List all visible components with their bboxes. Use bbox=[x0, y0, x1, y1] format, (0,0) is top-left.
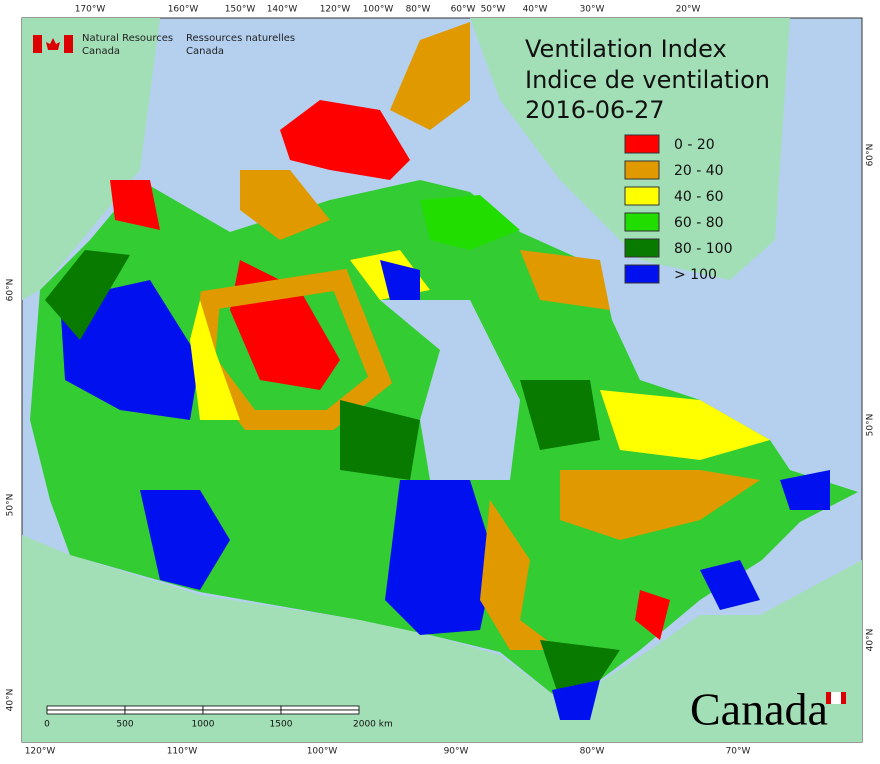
scale-label: 0 bbox=[44, 720, 50, 730]
scale-label: 1000 bbox=[192, 720, 215, 730]
latitude-label: 50°N bbox=[6, 494, 16, 517]
arctic-islands bbox=[240, 170, 330, 240]
arctic-islands bbox=[390, 22, 470, 130]
map-title: Indice de ventilation bbox=[525, 66, 770, 94]
zone bbox=[190, 300, 240, 420]
latitude-label: 40°N bbox=[6, 689, 16, 712]
high-zone bbox=[700, 560, 760, 610]
high-zone bbox=[140, 490, 230, 590]
zone bbox=[540, 640, 620, 700]
longitude-label: 170°W bbox=[75, 5, 106, 15]
latitude-label: 50°N bbox=[866, 414, 876, 437]
legend-label: 40 - 60 bbox=[674, 189, 724, 205]
agency-signature: Natural Resources Canada Ressources natu… bbox=[33, 33, 295, 57]
maple-leaf bbox=[46, 38, 60, 50]
longitude-label: 150°W bbox=[225, 5, 256, 15]
scale-label: 500 bbox=[116, 720, 133, 730]
latitude-label: 40°N bbox=[866, 629, 876, 652]
longitude-label: 80°W bbox=[406, 5, 431, 15]
wordmark: Canada bbox=[690, 684, 846, 735]
longitude-label: 140°W bbox=[267, 5, 298, 15]
map-date: 2016-06-27 bbox=[525, 96, 664, 124]
arctic-islands bbox=[420, 195, 520, 250]
flag-bar bbox=[64, 35, 73, 53]
alaska bbox=[22, 18, 160, 300]
legend-swatch bbox=[624, 160, 660, 180]
scale-segment bbox=[202, 705, 282, 711]
zone bbox=[480, 500, 560, 650]
legend-swatch bbox=[624, 212, 660, 232]
zone bbox=[340, 400, 420, 480]
wordmark-text: Canada bbox=[690, 684, 828, 735]
legend-swatch bbox=[624, 238, 660, 258]
legend-label: 20 - 40 bbox=[674, 163, 724, 179]
wordmark-flag bbox=[831, 692, 841, 704]
low-zone bbox=[635, 590, 670, 640]
longitude-label: 50°W bbox=[481, 5, 506, 15]
longitude-label: 160°W bbox=[168, 5, 199, 15]
longitude-label: 60°W bbox=[451, 5, 476, 15]
legend-swatch bbox=[624, 264, 660, 284]
graticule-labels: 170°W 160°W 150°W 140°W 120°W 100°W 80°W 60°W 50… bbox=[6, 5, 876, 757]
low-zone bbox=[110, 180, 160, 230]
zone bbox=[520, 380, 600, 450]
legend-label: 60 - 80 bbox=[674, 215, 724, 231]
scale-segment bbox=[202, 709, 282, 715]
map-frame bbox=[21, 17, 863, 743]
longitude-label: 20°W bbox=[676, 5, 701, 15]
high-zone bbox=[60, 280, 200, 420]
united-states bbox=[22, 535, 862, 742]
longitude-label: 110°W bbox=[167, 747, 198, 757]
scale-label: 2000 km bbox=[353, 720, 393, 730]
latitude-label: 60°N bbox=[866, 144, 876, 167]
high-zone bbox=[380, 260, 420, 300]
scale-segment bbox=[124, 709, 204, 715]
legend-swatch bbox=[624, 186, 660, 206]
longitude-label: 120°W bbox=[320, 5, 351, 15]
scale-label: 1500 bbox=[270, 720, 293, 730]
legend-swatch bbox=[624, 134, 660, 154]
hudson-bay bbox=[380, 300, 520, 480]
scale-bar: 0 500 1000 1500 2000 km bbox=[44, 705, 393, 730]
zone bbox=[600, 390, 770, 460]
longitude-label: 30°W bbox=[580, 5, 605, 15]
legend-label: > 100 bbox=[674, 267, 717, 283]
baffin-south bbox=[520, 250, 610, 310]
longitude-label: 40°W bbox=[523, 5, 548, 15]
agency-en: Canada bbox=[82, 46, 120, 57]
map-title: Ventilation Index bbox=[525, 35, 727, 63]
scale-segment bbox=[280, 709, 360, 715]
legend-label: 0 - 20 bbox=[674, 137, 715, 153]
scale-segment bbox=[46, 705, 126, 711]
longitude-label: 100°W bbox=[363, 5, 394, 15]
longitude-label: 120°W bbox=[25, 747, 56, 757]
high-zone bbox=[552, 680, 600, 720]
flag-bar bbox=[33, 35, 42, 53]
scale-segment bbox=[46, 709, 126, 715]
legend-label: 80 - 100 bbox=[674, 241, 733, 257]
longitude-label: 100°W bbox=[307, 747, 338, 757]
legend: 0 - 20 20 - 40 40 - 60 60 - 80 80 - 100 > 100 bbox=[624, 134, 733, 284]
arctic-islands bbox=[280, 100, 410, 180]
agency-fr: Ressources naturelles bbox=[186, 33, 295, 44]
longitude-label: 70°W bbox=[726, 747, 751, 757]
longitude-label: 90°W bbox=[444, 747, 469, 757]
latitude-label: 60°N bbox=[6, 279, 16, 302]
high-zone bbox=[780, 470, 830, 510]
longitude-label: 80°W bbox=[580, 747, 605, 757]
agency-en: Natural Resources bbox=[82, 33, 173, 44]
scale-segment bbox=[124, 705, 204, 711]
zone bbox=[560, 470, 760, 540]
zone bbox=[45, 250, 130, 340]
agency-fr: Canada bbox=[186, 46, 224, 57]
scale-segment bbox=[280, 705, 360, 711]
high-zone bbox=[385, 480, 495, 635]
